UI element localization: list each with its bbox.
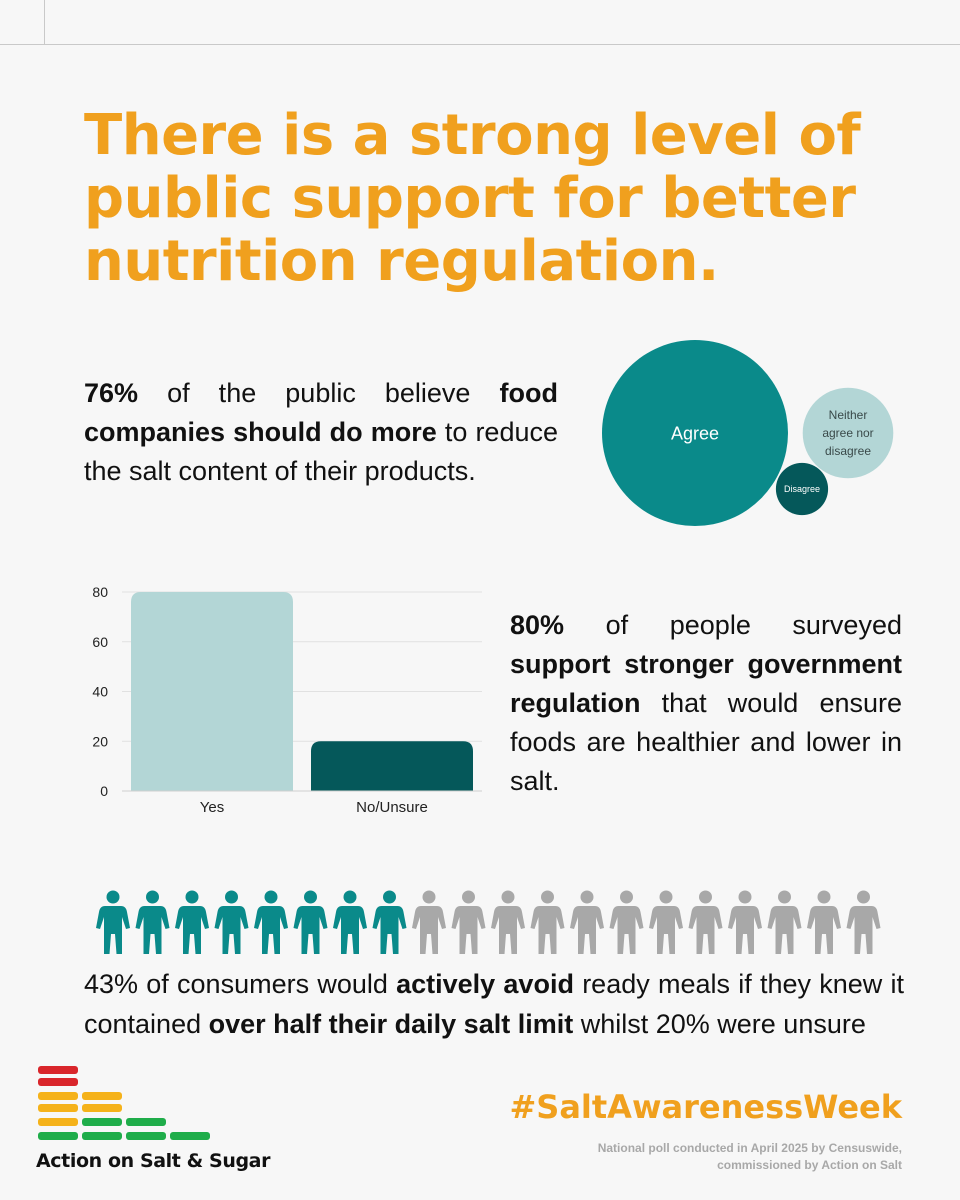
y-tick-label: 20 bbox=[92, 733, 108, 749]
person-icon-highlighted bbox=[175, 890, 209, 954]
y-tick-label: 80 bbox=[92, 584, 108, 600]
person-icon-highlighted bbox=[372, 890, 407, 954]
person-icon-highlighted bbox=[135, 890, 170, 954]
bar-yes bbox=[131, 592, 293, 791]
emphasis: over half their daily salt limit bbox=[208, 1009, 574, 1039]
bubble-circle bbox=[775, 462, 829, 516]
person-icon-highlighted bbox=[96, 890, 130, 954]
text: whilst 20% were unsure bbox=[573, 1009, 866, 1039]
bubble-circle bbox=[802, 387, 894, 479]
person-icon bbox=[609, 890, 644, 954]
person-icon bbox=[688, 890, 723, 954]
person-icon bbox=[570, 890, 604, 954]
footnote: National poll conducted in April 2025 by… bbox=[482, 1140, 902, 1174]
person-icon-highlighted bbox=[214, 890, 249, 954]
stat-food-companies: 76% of the public believe food companies… bbox=[84, 374, 558, 491]
bubble-label: disagree bbox=[825, 444, 871, 458]
person-icon-highlighted bbox=[333, 890, 367, 954]
brand-name: Action on Salt & Sugar bbox=[36, 1150, 271, 1172]
y-tick-label: 60 bbox=[92, 634, 108, 650]
bubble-circle bbox=[602, 340, 788, 526]
y-tick-label: 0 bbox=[100, 783, 108, 799]
text: of the public believe bbox=[138, 378, 500, 408]
bubble-neither-agree-nor-disagree: Neither agree nor disagree bbox=[802, 387, 894, 479]
stat-80-percent: 80% bbox=[510, 610, 565, 640]
footnote-line: National poll conducted in April 2025 by… bbox=[597, 1141, 902, 1155]
emphasis: actively avoid bbox=[396, 969, 574, 999]
emphasis: food companies should do more bbox=[84, 378, 558, 447]
bar-chart: 0 20 40 60 80 Yes No/Unsure bbox=[92, 584, 482, 816]
text: ready meals if they knew it contained bbox=[84, 969, 905, 1039]
bubble-chart: Agree Neither agree nor disagree Disagree bbox=[602, 340, 894, 526]
bubble-label: agree nor bbox=[822, 426, 873, 440]
person-icon bbox=[451, 890, 486, 954]
person-icon bbox=[767, 890, 802, 954]
bubble-disagree: Disagree bbox=[775, 462, 829, 516]
person-icon bbox=[649, 890, 683, 954]
person-icon-highlighted bbox=[254, 890, 288, 954]
person-icon bbox=[807, 890, 841, 954]
text: to reduce the salt content of their prod… bbox=[84, 417, 559, 486]
text: of people surveyed bbox=[564, 610, 902, 640]
frame-divider bbox=[0, 44, 960, 45]
person-icon bbox=[728, 890, 762, 954]
person-icon bbox=[412, 890, 446, 954]
emphasis: support stronger government regulation bbox=[510, 649, 902, 718]
footnote-line: commissioned by Action on Salt bbox=[717, 1158, 902, 1172]
person-icon bbox=[491, 890, 525, 954]
headline: There is a strong level of public suppor… bbox=[84, 103, 861, 294]
bubble-agree: Agree bbox=[602, 340, 788, 526]
x-tick-label: No/Unsure bbox=[356, 799, 428, 816]
text: that would ensure foods are healthier an… bbox=[510, 688, 902, 796]
stat-ready-meals: 43% of consumers would actively avoid re… bbox=[84, 964, 904, 1044]
person-icon bbox=[530, 890, 565, 954]
bubble-label: Neither bbox=[829, 408, 868, 422]
text: 43% of consumers would bbox=[84, 969, 397, 999]
y-tick-label: 40 bbox=[92, 684, 108, 700]
frame-divider-vertical bbox=[44, 0, 45, 44]
bubble-label: Disagree bbox=[784, 484, 820, 494]
stat-76-percent: 76% bbox=[84, 378, 139, 408]
bar-no-unsure bbox=[311, 741, 473, 791]
person-icon-highlighted bbox=[293, 890, 328, 954]
stat-government-regulation: 80% of people surveyed support stronger … bbox=[510, 606, 902, 801]
action-on-salt-logo-icon bbox=[38, 1066, 210, 1140]
bubble-label: Agree bbox=[671, 423, 719, 443]
person-icon bbox=[846, 890, 881, 954]
x-tick-label: Yes bbox=[200, 799, 224, 816]
people-pictogram bbox=[96, 890, 881, 954]
hashtag: #SaltAwarenessWeek bbox=[509, 1088, 902, 1126]
